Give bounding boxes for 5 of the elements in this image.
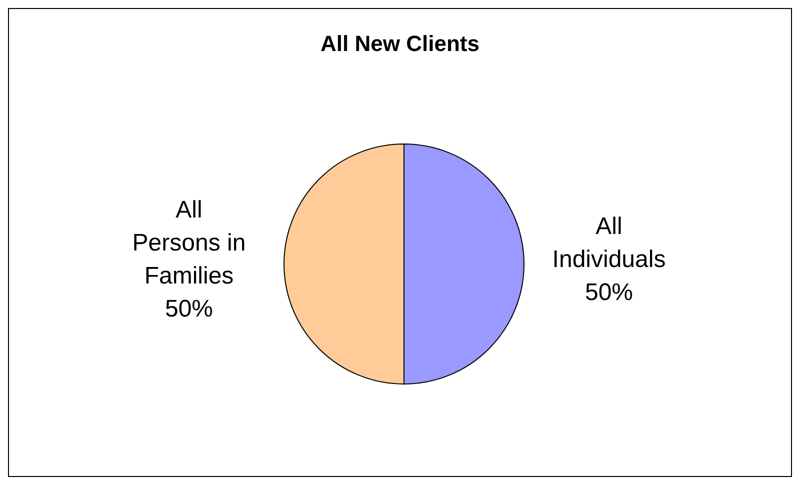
data-label: 50%	[584, 278, 634, 306]
slice-label: All Persons in Families	[132, 196, 246, 289]
slice-label: All Individuals	[552, 212, 666, 272]
chart-title: All New Clients	[320, 31, 480, 57]
data-label: 50%	[164, 295, 214, 322]
